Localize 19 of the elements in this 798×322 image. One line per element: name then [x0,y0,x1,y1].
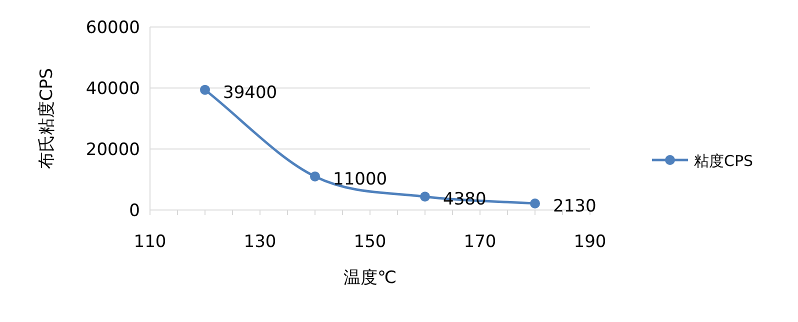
data-label: 11000 [333,169,388,190]
x-tick-label: 190 [574,232,606,252]
y-tick-label: 0 [129,201,140,221]
y-tick-label: 40000 [86,79,140,99]
y-tick-label: 20000 [86,140,140,160]
point [200,84,210,95]
x-tick-label: 170 [464,232,496,252]
x-tick-label: 150 [354,232,386,252]
point [310,171,320,182]
data-label: 2130 [553,196,596,217]
data-label: 39400 [223,82,278,103]
y-tick-label: 60000 [86,18,140,38]
legend-label: 粘度CPS [694,152,754,170]
x-tick-label: 110 [134,232,166,252]
point [420,192,430,202]
point [530,198,540,209]
x-axis-title: 温度℃ [343,268,397,288]
y-axis-title: 布氏粘度CPS [37,68,57,169]
x-tick-label: 130 [244,232,276,252]
